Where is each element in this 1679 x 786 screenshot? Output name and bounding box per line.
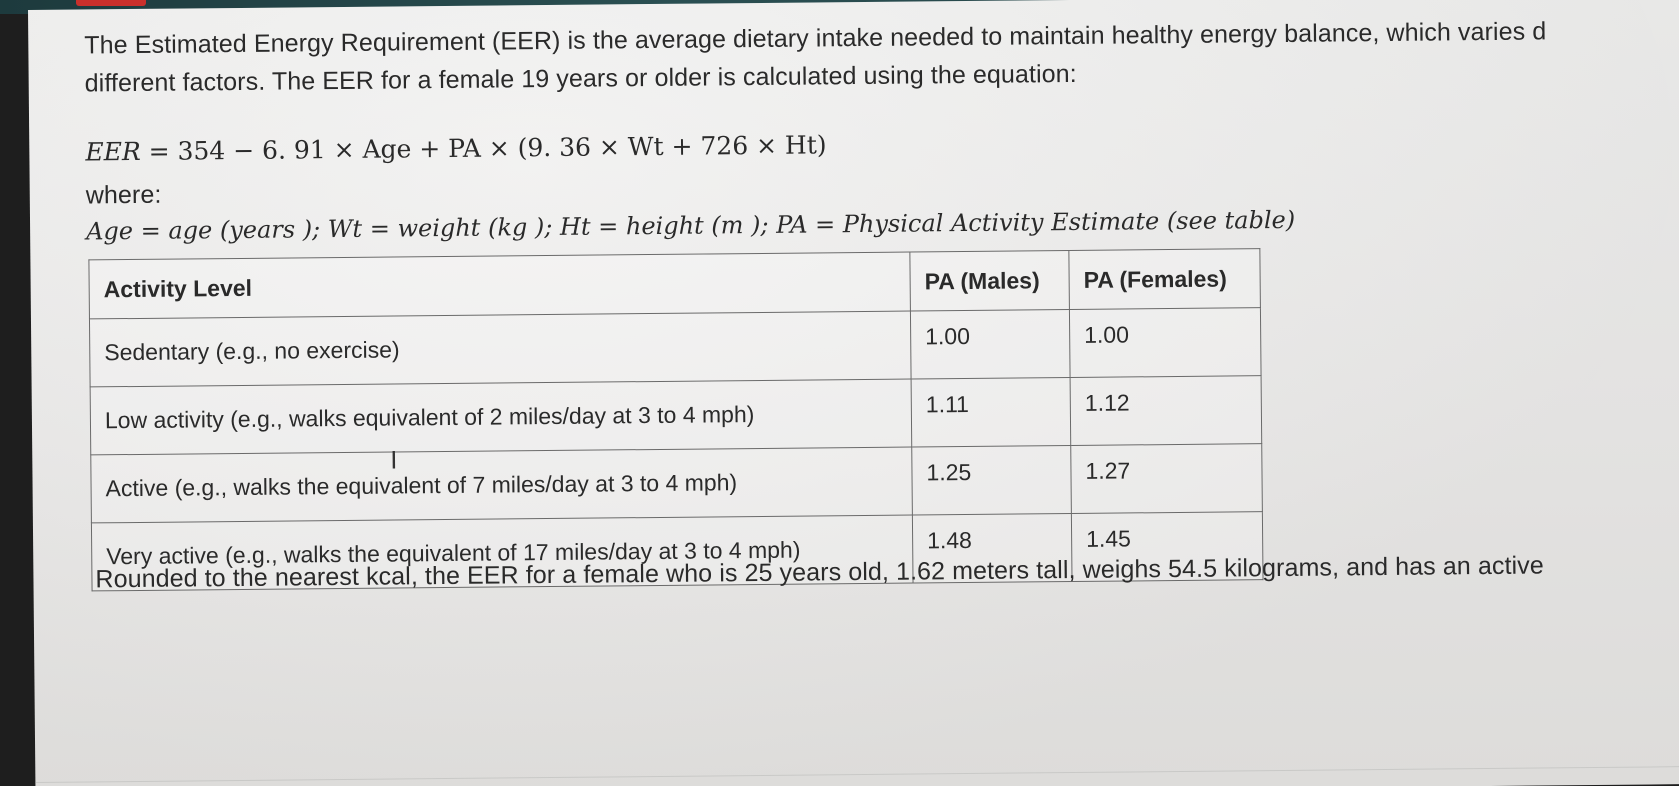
activity-cell: Active (e.g., walks the equivalent of 7 …: [90, 447, 913, 523]
top-tab-indicator: [76, 0, 146, 6]
pa-females-cell: 1.12: [1070, 375, 1262, 446]
text-cursor-icon: I: [390, 446, 398, 475]
equation-lhs: EER: [85, 136, 141, 167]
eer-equation: EER = 354 − 6. 91 × Age + PA × (9. 36 × …: [85, 130, 826, 166]
header-pa-males: PA (Males): [909, 250, 1070, 312]
pa-females-cell: 1.00: [1069, 307, 1262, 378]
variable-definitions: Age = age (years ); Wt = weight (kg ); H…: [85, 205, 1296, 246]
where-label: where:: [85, 180, 162, 210]
pa-males-cell: 1.25: [911, 445, 1072, 516]
pa-females-cell: 1.27: [1070, 443, 1263, 514]
activity-cell: Low activity (e.g., walks equivalent of …: [90, 379, 912, 455]
header-activity-level: Activity Level: [88, 252, 911, 319]
intro-line-2: different factors. The EER for a female …: [84, 59, 1077, 98]
equation-rhs: = 354 − 6. 91 × Age + PA × (9. 36 × Wt +…: [148, 130, 827, 166]
divider: [35, 766, 1679, 783]
table-row: Sedentary (e.g., no exercise) 1.00 1.00: [89, 307, 1262, 387]
question-content: The Estimated Energy Requirement (EER) i…: [28, 0, 1679, 786]
activity-cell: Sedentary (e.g., no exercise): [89, 311, 912, 387]
activity-table: Activity Level PA (Males) PA (Females) S…: [88, 248, 1264, 592]
header-pa-females: PA (Females): [1068, 248, 1261, 310]
table-row: Low activity (e.g., walks equivalent of …: [90, 375, 1262, 455]
pa-males-cell: 1.11: [911, 377, 1071, 448]
table-row: Active (e.g., walks the equivalent of 7 …: [90, 443, 1263, 523]
intro-line-1: The Estimated Energy Requirement (EER) i…: [84, 17, 1547, 60]
pa-males-cell: 1.00: [910, 309, 1071, 380]
